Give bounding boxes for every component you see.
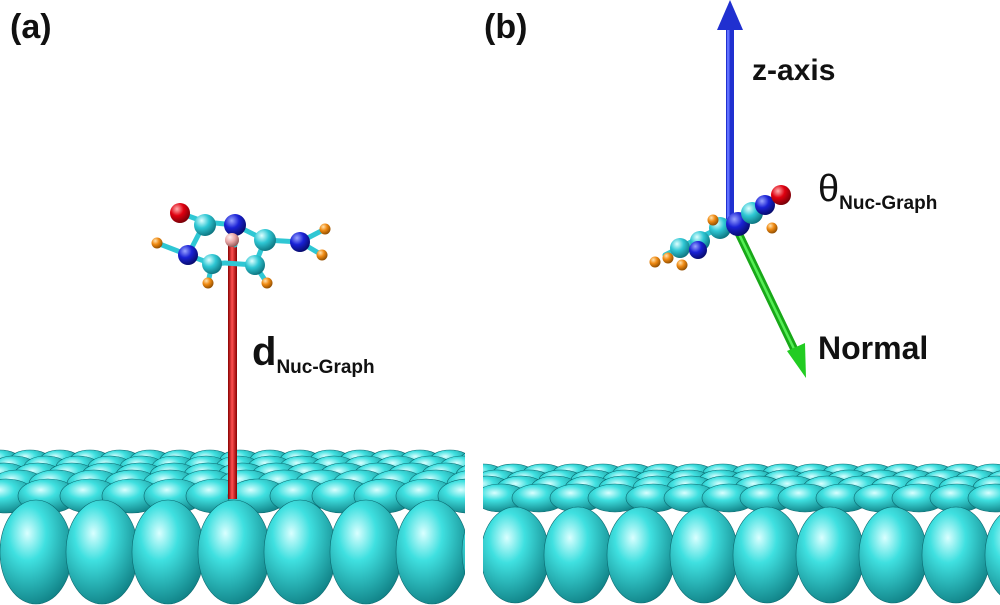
surface-atom xyxy=(263,499,337,605)
nucleobase-molecule-a xyxy=(151,203,331,289)
panel-label-a: (a) xyxy=(10,8,52,46)
panel-label-b: (b) xyxy=(484,8,528,46)
z-axis-arrow xyxy=(717,0,743,230)
surface-atom xyxy=(858,506,928,604)
surface-atom xyxy=(795,506,865,604)
angle-subscript: Nuc-Graph xyxy=(839,193,938,214)
graphene-surface-b xyxy=(483,463,1000,604)
surface-atom xyxy=(329,499,403,605)
surface-atom xyxy=(131,499,205,605)
surface-atom xyxy=(967,483,1000,513)
surface-atom xyxy=(984,514,1000,596)
distance-subscript: Nuc-Graph xyxy=(276,357,375,378)
angle-label: θNuc-Graph xyxy=(818,168,938,214)
normal-label: Normal xyxy=(818,330,929,366)
surface-atom xyxy=(461,530,465,574)
distance-label: dNuc-Graph xyxy=(252,330,375,378)
surface-atom xyxy=(65,499,139,605)
z-axis-label: z-axis xyxy=(752,54,836,87)
angle-symbol: θ xyxy=(818,168,840,210)
surface-atom xyxy=(606,506,676,604)
nucleobase-molecule-b xyxy=(649,185,791,271)
graphene-surface-a xyxy=(0,449,465,605)
surface-atom xyxy=(0,499,73,605)
surface-atom xyxy=(921,506,991,604)
surface-atom xyxy=(732,506,802,604)
surface-atom xyxy=(543,506,613,604)
surface-atom xyxy=(197,499,271,605)
surface-atom xyxy=(395,499,465,605)
normal-vector-arrow xyxy=(734,228,806,378)
surface-atom xyxy=(483,506,550,604)
distance-symbol: d xyxy=(252,330,277,374)
surface-atom xyxy=(669,506,739,604)
distance-rod xyxy=(228,244,237,499)
